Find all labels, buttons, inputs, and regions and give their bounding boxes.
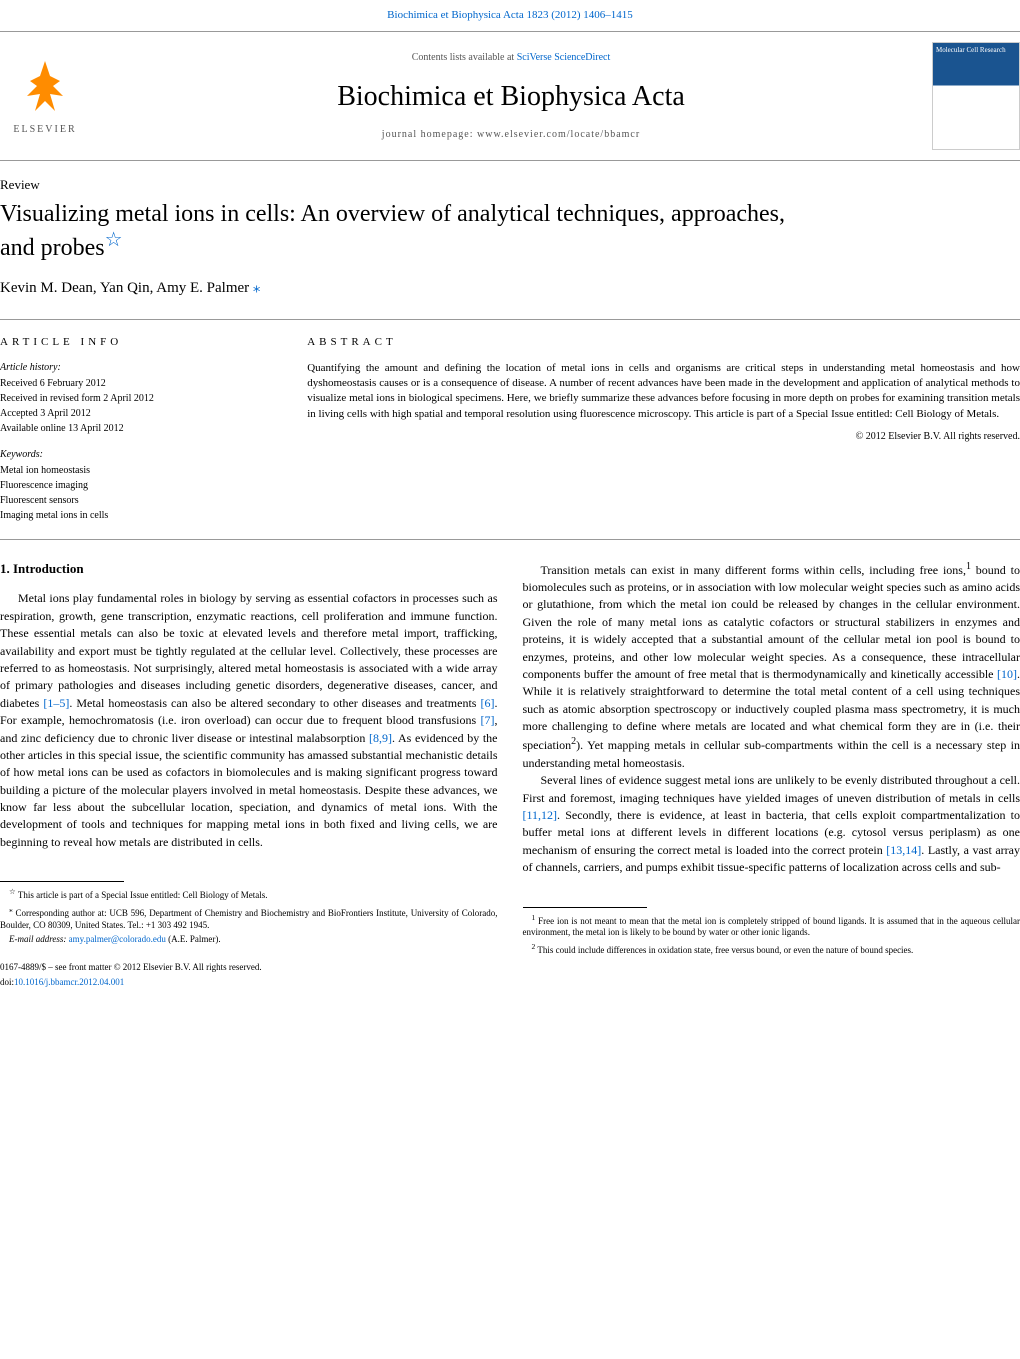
right-column: Transition metals can exist in many diff… xyxy=(523,560,1020,992)
doi-line: doi:10.1016/j.bbamcr.2012.04.001 xyxy=(0,976,498,989)
citation-link[interactable]: [13,14] xyxy=(886,843,921,857)
cover-thumbnail: Molecular Cell Research xyxy=(932,42,1020,150)
publisher-logo: ELSEVIER xyxy=(0,56,90,137)
email-link[interactable]: amy.palmer@colorado.edu xyxy=(69,934,166,944)
publication-info: 0167-4889/$ – see front matter © 2012 El… xyxy=(0,961,498,989)
footnote-1: 1 Free ion is not meant to mean that the… xyxy=(523,913,1020,939)
citation-link[interactable]: [11,12] xyxy=(523,808,558,822)
keywords-block: Keywords: Metal ion homeostasis Fluoresc… xyxy=(0,448,277,523)
authors: Kevin M. Dean, Yan Qin, Amy E. Palmer ⁎ xyxy=(0,278,1020,299)
citation-link[interactable]: [1–5] xyxy=(43,696,69,710)
text-run: . Metal homeostasis can also be altered … xyxy=(69,696,480,710)
info-abstract-row: ARTICLE INFO Article history: Received 6… xyxy=(0,319,1020,539)
keyword-item: Fluorescence imaging xyxy=(0,479,277,493)
cover-text: Molecular Cell Research xyxy=(936,46,1006,54)
footnotes-left: ☆ This article is part of a Special Issu… xyxy=(0,887,498,946)
history-revised: Received in revised form 2 April 2012 xyxy=(0,392,277,406)
text-run: bound to biomolecules such as proteins, … xyxy=(523,563,1020,681)
doi-prefix: doi: xyxy=(0,977,14,987)
article-title: Visualizing metal ions in cells: An over… xyxy=(0,200,1020,264)
text-run: . As evidenced by the other articles in … xyxy=(0,731,498,849)
citation-link[interactable]: [7] xyxy=(481,713,495,727)
journal-header: ELSEVIER Contents lists available at Sci… xyxy=(0,31,1020,161)
keyword-item: Metal ion homeostasis xyxy=(0,464,277,478)
body-columns: 1. Introduction Metal ions play fundamen… xyxy=(0,560,1020,992)
keyword-item: Imaging metal ions in cells xyxy=(0,509,277,523)
history-online: Available online 13 April 2012 xyxy=(0,422,277,436)
footnotes-right: 1 Free ion is not meant to mean that the… xyxy=(523,913,1020,957)
email-suffix: (A.E. Palmer). xyxy=(166,934,221,944)
footnote-rule xyxy=(0,881,124,882)
title-footnote-mark[interactable]: ☆ xyxy=(105,229,123,251)
footnote-mark: ☆ xyxy=(9,887,16,896)
footnote-text: This could include differences in oxidat… xyxy=(535,945,913,955)
left-column: 1. Introduction Metal ions play fundamen… xyxy=(0,560,498,992)
journal-homepage[interactable]: journal homepage: www.elsevier.com/locat… xyxy=(90,128,932,142)
abstract-text: Quantifying the amount and defining the … xyxy=(307,361,1020,423)
corresponding-mark[interactable]: ⁎ xyxy=(253,280,261,296)
doi-link[interactable]: 10.1016/j.bbamcr.2012.04.001 xyxy=(14,977,124,987)
footnote-text: This article is part of a Special Issue … xyxy=(16,890,268,900)
keywords-label: Keywords: xyxy=(0,448,277,462)
footnote-email: E-mail address: amy.palmer@colorado.edu … xyxy=(0,934,498,946)
email-label: E-mail address: xyxy=(9,934,69,944)
text-run: Several lines of evidence suggest metal … xyxy=(523,773,1020,804)
journal-title: Biochimica et Biophysica Acta xyxy=(90,77,932,116)
history-received: Received 6 February 2012 xyxy=(0,377,277,391)
title-line-1: Visualizing metal ions in cells: An over… xyxy=(0,201,785,227)
text-run: Transition metals can exist in many diff… xyxy=(541,563,966,577)
contents-line: Contents lists available at SciVerse Sci… xyxy=(90,51,932,65)
text-run: Metal ions play fundamental roles in bio… xyxy=(0,591,498,709)
citation-link[interactable]: [6] xyxy=(481,696,495,710)
citation-link[interactable]: [8,9] xyxy=(369,731,392,745)
header-citation[interactable]: Biochimica et Biophysica Acta 1823 (2012… xyxy=(0,0,1020,31)
issn-line: 0167-4889/$ – see front matter © 2012 El… xyxy=(0,961,498,974)
abstract-heading: ABSTRACT xyxy=(307,335,1020,350)
footnote-text: Free ion is not meant to mean that the m… xyxy=(523,916,1020,938)
citation-link[interactable]: [10] xyxy=(997,667,1017,681)
contents-prefix: Contents lists available at xyxy=(412,52,514,63)
text-run: ). Yet mapping metals in cellular sub-co… xyxy=(523,738,1020,769)
author-list: Kevin M. Dean, Yan Qin, Amy E. Palmer xyxy=(0,280,249,296)
footnote-special-issue: ☆ This article is part of a Special Issu… xyxy=(0,887,498,902)
article-info: ARTICLE INFO Article history: Received 6… xyxy=(0,335,277,523)
elsevier-label: ELSEVIER xyxy=(0,123,90,137)
footnote-text: Corresponding author at: UCB 596, Depart… xyxy=(0,908,498,930)
article-type: Review xyxy=(0,176,1020,194)
intro-paragraph-3: Several lines of evidence suggest metal … xyxy=(523,772,1020,876)
title-line-2: and probes xyxy=(0,235,105,261)
history-label: Article history: xyxy=(0,361,277,375)
elsevier-tree-icon xyxy=(0,56,90,123)
intro-paragraph-2: Transition metals can exist in many diff… xyxy=(523,560,1020,773)
article-info-heading: ARTICLE INFO xyxy=(0,335,277,350)
history-accepted: Accepted 3 April 2012 xyxy=(0,407,277,421)
footnote-rule xyxy=(523,907,647,908)
keyword-item: Fluorescent sensors xyxy=(0,494,277,508)
intro-paragraph-1: Metal ions play fundamental roles in bio… xyxy=(0,590,498,851)
abstract-column: ABSTRACT Quantifying the amount and defi… xyxy=(307,335,1020,523)
footnote-corresponding: ⁎ Corresponding author at: UCB 596, Depa… xyxy=(0,905,498,931)
footnote-2: 2 This could include differences in oxid… xyxy=(523,942,1020,957)
journal-center: Contents lists available at SciVerse Sci… xyxy=(90,51,932,142)
section-1-heading: 1. Introduction xyxy=(0,560,498,579)
abstract-copyright: © 2012 Elsevier B.V. All rights reserved… xyxy=(307,430,1020,444)
sciencedirect-link[interactable]: SciVerse ScienceDirect xyxy=(517,52,611,63)
